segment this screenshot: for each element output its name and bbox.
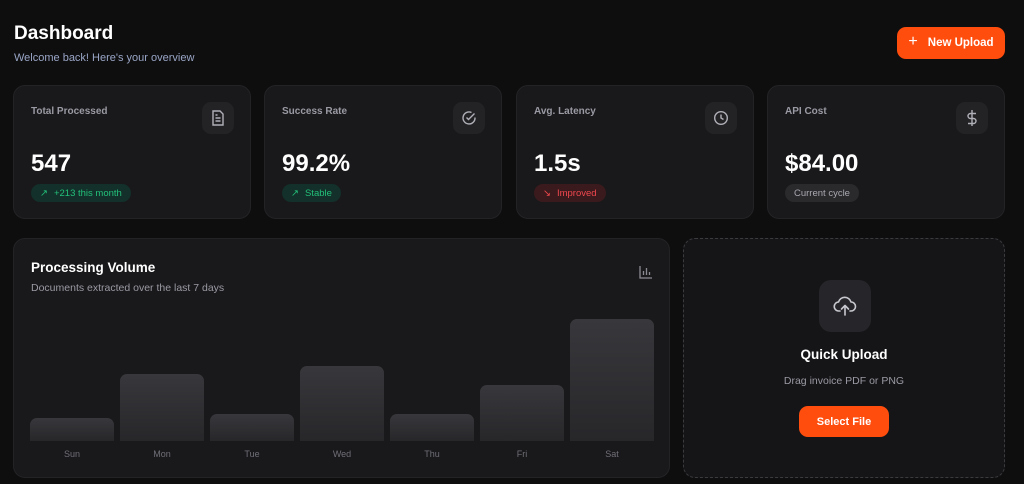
badge-text: Current cycle	[794, 187, 850, 199]
x-tick-label: Mon	[153, 449, 171, 459]
trend-down-icon: ↘	[543, 187, 551, 199]
stat-value: 1.5s	[534, 150, 581, 177]
file-text-icon	[202, 102, 234, 134]
x-tick-label: Sat	[605, 449, 619, 459]
stat-badge: ↗ +213 this month	[31, 184, 131, 202]
page-title: Dashboard	[14, 23, 114, 44]
stat-label: Avg. Latency	[534, 106, 596, 117]
badge-text: Improved	[556, 187, 597, 199]
x-tick-label: Tue	[244, 449, 260, 459]
stat-card-success-rate: Success Rate 99.2% ↗ Stable	[264, 85, 502, 219]
quick-upload-dropzone[interactable]: Quick Upload Drag invoice PDF or PNG Sel…	[683, 238, 1005, 478]
bar-fri[interactable]	[480, 385, 564, 441]
new-upload-label: New Upload	[927, 37, 994, 49]
bar-mon[interactable]	[120, 373, 204, 441]
panel-subtitle: Documents extracted over the last 7 days	[31, 282, 225, 294]
check-circle-icon	[453, 102, 485, 134]
x-tick-label: Thu	[424, 449, 440, 459]
stat-label: Total Processed	[31, 106, 108, 117]
cloud-upload-icon	[819, 280, 871, 332]
x-tick-label: Sun	[63, 449, 80, 459]
x-tick-label: Wed	[332, 449, 352, 459]
badge-text: Stable	[304, 187, 332, 199]
stat-label: Success Rate	[282, 106, 348, 117]
new-upload-button[interactable]: + New Upload	[897, 27, 1005, 59]
stat-value: 99.2%	[282, 150, 351, 177]
dollar-icon	[956, 102, 988, 134]
clock-icon	[705, 102, 737, 134]
bar-thu[interactable]	[390, 413, 474, 441]
stat-card-avg-latency: Avg. Latency 1.5s ↘ Improved	[516, 85, 754, 219]
processing-volume-panel: Processing Volume Documents extracted ov…	[13, 238, 670, 478]
stat-label: API Cost	[785, 106, 827, 117]
quick-upload-subtitle: Drag invoice PDF or PNG	[783, 375, 905, 387]
stat-value: 547	[31, 150, 72, 177]
stat-value: $84.00	[785, 150, 859, 177]
bar-tue[interactable]	[210, 413, 294, 441]
stat-badge: ↘ Improved	[534, 184, 606, 202]
bar-sat[interactable]	[570, 319, 654, 441]
bar-wed[interactable]	[300, 365, 384, 441]
bar-sun[interactable]	[30, 417, 114, 441]
bar-chart-icon[interactable]	[639, 265, 653, 284]
badge-text: +213 this month	[53, 187, 122, 199]
quick-upload-title: Quick Upload	[800, 347, 888, 362]
stat-badge: Current cycle	[785, 184, 859, 202]
trend-up-icon: ↗	[291, 187, 299, 199]
stat-badge: ↗ Stable	[282, 184, 341, 202]
select-file-button[interactable]: Select File	[799, 406, 889, 437]
panel-title: Processing Volume	[31, 260, 156, 275]
stat-card-total-processed: Total Processed 547 ↗ +213 this month	[13, 85, 251, 219]
bar-chart	[30, 299, 654, 441]
stat-card-api-cost: API Cost $84.00 Current cycle	[767, 85, 1005, 219]
trend-up-icon: ↗	[40, 187, 48, 199]
page-subtitle: Welcome back! Here's your overview	[14, 52, 195, 64]
plus-icon: +	[908, 33, 918, 50]
x-tick-label: Fri	[516, 449, 528, 459]
